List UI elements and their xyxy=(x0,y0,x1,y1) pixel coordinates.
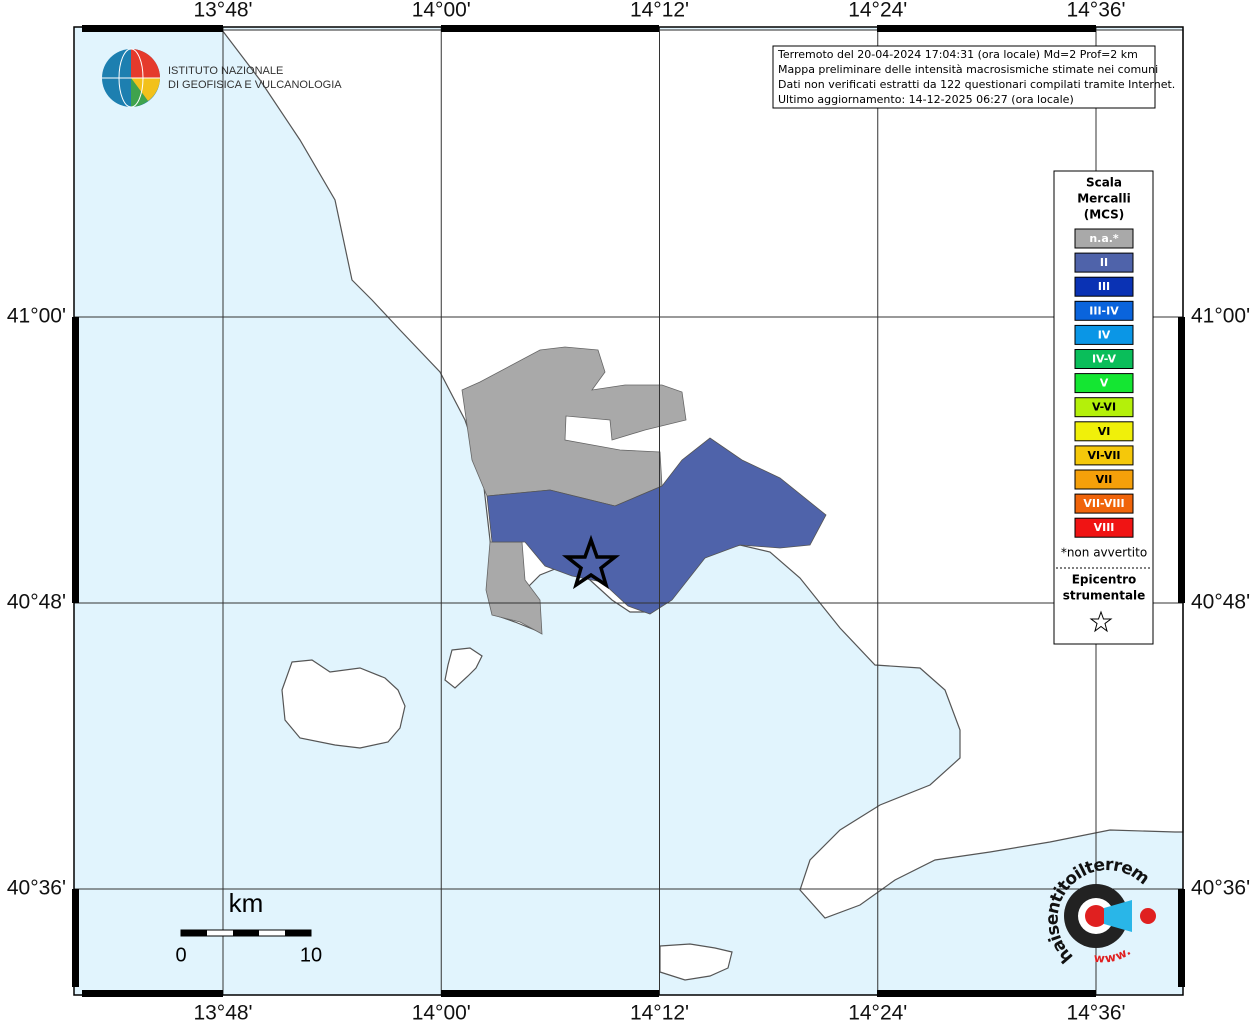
frame-bar xyxy=(441,25,659,32)
lat-label-left: 41°00' xyxy=(7,305,66,328)
legend-label: VII-VIII xyxy=(1083,497,1124,510)
legend-swatch xyxy=(1074,324,1134,345)
logo-text: ISTITUTO NAZIONALE xyxy=(168,65,283,77)
epicenter-star xyxy=(561,534,621,590)
legend-label: III xyxy=(1098,280,1110,293)
lon-label-bottom: 13°48' xyxy=(193,1002,252,1024)
legend-label: VI xyxy=(1098,425,1111,438)
lon-label-bottom: 14°12' xyxy=(630,1002,689,1024)
info-line: Ultimo aggiornamento: 14-12-2025 06:27 (… xyxy=(778,93,1074,106)
ingv-logo: ISTITUTO NAZIONALE DI GEOFISICA E VULCAN… xyxy=(102,48,342,108)
lat-label-right: 40°36' xyxy=(1191,877,1250,900)
legend-swatch xyxy=(1074,445,1134,466)
legend-label: IV xyxy=(1098,328,1111,341)
legend-label: V xyxy=(1100,377,1109,390)
frame-bar xyxy=(1178,317,1185,603)
frame-bar xyxy=(877,25,1096,32)
info-line: Terremoto del 20-04-2024 17:04:31 (ora l… xyxy=(777,48,1138,61)
axis-labels: 13°48' 13°48' 14°00' 14°00' 14°12' 14°12' 14°2… xyxy=(7,0,1250,1025)
lon-label-bottom: 14°24' xyxy=(848,1002,907,1024)
legend-swatch xyxy=(1074,349,1134,369)
scale-segment xyxy=(233,930,259,936)
legend-swatch xyxy=(1074,252,1134,273)
lon-label-top: 14°36' xyxy=(1066,0,1125,22)
lat-label-left: 40°36' xyxy=(7,877,66,900)
legend-star xyxy=(1089,610,1113,633)
legend-title: (MCS) xyxy=(1084,208,1125,222)
legend-swatch xyxy=(1074,228,1134,249)
legend-swatch xyxy=(1074,300,1134,321)
lon-label-bottom: 14°00' xyxy=(412,1002,471,1024)
lon-label-top: 14°12' xyxy=(630,0,689,22)
lon-label-top: 14°24' xyxy=(848,0,907,22)
scale-segment xyxy=(181,930,207,936)
legend-epicenter: Epicentro xyxy=(1072,573,1137,587)
logo-segment xyxy=(131,78,148,107)
legend-swatch xyxy=(1074,421,1134,442)
legend-label: VII xyxy=(1096,473,1113,486)
legend: ScalaMercalli(MCS)n.a.*IIIIIIII-IVIVIV-V… xyxy=(1061,176,1147,603)
logo-question xyxy=(1140,908,1156,924)
logo-dot xyxy=(1085,905,1107,927)
scale-unit: km xyxy=(229,888,264,918)
legend-label: V-VI xyxy=(1092,401,1116,414)
lat-label-right: 40°48' xyxy=(1191,591,1250,614)
region-intensity-ii xyxy=(486,437,827,615)
frame-bar xyxy=(441,990,659,997)
lon-label-top: 14°00' xyxy=(412,0,471,22)
frame-bar xyxy=(1178,889,1185,987)
legend-label: VI-VII xyxy=(1087,449,1120,462)
frame-bar xyxy=(72,889,79,987)
info-line: Dati non verificati estratti da 122 ques… xyxy=(778,78,1175,91)
logo-segment xyxy=(131,49,160,78)
legend-swatch xyxy=(1074,517,1134,538)
legend-label: VIII xyxy=(1094,521,1115,534)
frame-bars xyxy=(72,25,1185,997)
legend-epicenter: strumentale xyxy=(1063,589,1146,603)
logo-text: DI GEOFISICA E VULCANOLOGIA xyxy=(168,79,342,91)
scale-segment xyxy=(285,930,311,936)
lat-label-left: 40°48' xyxy=(7,591,66,614)
frame-bar xyxy=(72,317,79,603)
legend-label: II xyxy=(1100,256,1108,269)
scale-bar: km 0 10 xyxy=(175,888,322,966)
frame-bar xyxy=(82,25,223,32)
info-box xyxy=(772,45,1156,109)
info-lines: Terremoto del 20-04-2024 17:04:31 (ora l… xyxy=(777,48,1175,106)
legend-swatch xyxy=(1074,373,1134,394)
scale-label: 0 xyxy=(175,944,186,966)
legend-swatch xyxy=(1074,276,1134,297)
info-line: Mappa preliminare delle intensità macros… xyxy=(778,63,1158,76)
frame-bar xyxy=(82,990,223,997)
procida xyxy=(444,647,483,689)
frame-bar xyxy=(877,990,1096,997)
ischia xyxy=(281,659,406,749)
legend-swatch xyxy=(1074,397,1134,418)
legend-note: *non avvertito xyxy=(1061,546,1147,560)
legend-label: III-IV xyxy=(1089,304,1119,317)
legend-swatch xyxy=(1074,469,1134,490)
legend-label: IV-V xyxy=(1092,353,1117,366)
logo-segment xyxy=(131,78,160,101)
lon-label-bottom: 14°36' xyxy=(1066,1002,1125,1024)
legend-label: n.a.* xyxy=(1089,232,1119,245)
logo-megaphone xyxy=(1104,900,1132,932)
lon-label-top: 13°48' xyxy=(193,0,252,22)
scale-label: 10 xyxy=(300,944,322,966)
lat-label-right: 41°00' xyxy=(1191,305,1250,328)
capri xyxy=(659,943,733,981)
legend-swatch xyxy=(1074,493,1134,514)
legend-title: Scala xyxy=(1086,176,1122,190)
legend-title: Mercalli xyxy=(1077,192,1131,206)
